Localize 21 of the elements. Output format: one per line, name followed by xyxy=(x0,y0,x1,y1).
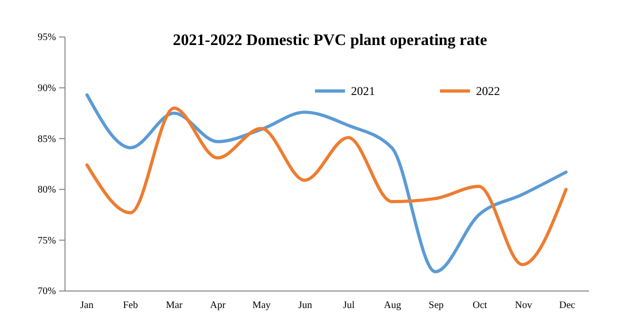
x-tick-label: May xyxy=(252,300,271,312)
x-tick-label: Oct xyxy=(472,300,488,312)
y-tick-label: 90% xyxy=(38,83,56,94)
x-tick-label: Jul xyxy=(342,300,355,312)
x-tick-label: Jun xyxy=(298,300,312,312)
y-tick-label: 85% xyxy=(38,134,56,145)
legend-label: 2022 xyxy=(476,84,500,98)
y-tick-label: 80% xyxy=(38,184,56,196)
x-tick-label: Aug xyxy=(384,300,402,312)
x-tick-label: Jan xyxy=(80,300,94,312)
x-tick-label: Dec xyxy=(559,300,576,312)
x-tick-label: Nov xyxy=(514,300,532,312)
y-tick-label: 75% xyxy=(38,235,56,246)
x-tick-label: Feb xyxy=(123,300,138,312)
x-tick-label: Apr xyxy=(210,300,226,312)
chart-title: 2021-2022 Domestic PVC plant operating rate xyxy=(172,32,488,49)
y-tick-label: 70% xyxy=(38,286,56,298)
y-tick-label: 95% xyxy=(38,32,56,44)
x-tick-label: Mar xyxy=(166,300,184,312)
legend-label: 2021 xyxy=(351,84,375,98)
x-tick-label: Sep xyxy=(428,300,444,312)
